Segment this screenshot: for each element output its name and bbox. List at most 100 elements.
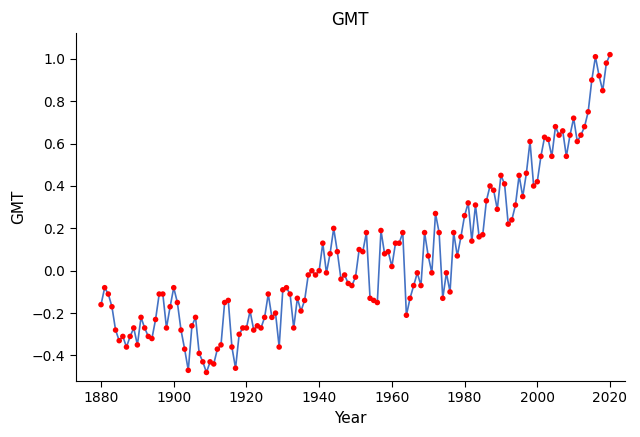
Point (172, 299, 182, 306)
Point (216, 341, 226, 348)
Point (445, 288, 455, 295)
Point (408, 282, 419, 289)
Point (601, 59, 611, 66)
Point (303, 271, 314, 278)
Point (456, 233, 466, 240)
Point (554, 132, 564, 139)
Point (252, 323, 262, 329)
Point (194, 350, 204, 357)
Point (237, 324, 248, 331)
Point (350, 274, 360, 281)
Point (463, 199, 474, 206)
Point (438, 295, 448, 302)
Point (205, 358, 215, 365)
Point (292, 295, 303, 302)
X-axis label: Year: Year (334, 411, 366, 426)
Point (441, 269, 451, 276)
Point (343, 280, 353, 287)
Point (557, 128, 568, 135)
Point (227, 343, 237, 350)
Point (362, 229, 372, 236)
Point (547, 153, 557, 160)
Point (510, 201, 520, 208)
Point (550, 123, 561, 130)
Point (543, 136, 554, 143)
Point (223, 297, 234, 304)
Point (354, 246, 364, 253)
Point (241, 324, 252, 331)
Point (525, 138, 535, 145)
Point (529, 183, 539, 190)
Point (259, 314, 269, 321)
Point (202, 369, 212, 376)
Point (565, 132, 575, 139)
Point (107, 303, 117, 310)
Point (369, 297, 379, 304)
Point (132, 341, 143, 348)
Point (427, 269, 437, 276)
Point (125, 333, 135, 340)
Point (521, 170, 531, 177)
Point (452, 253, 463, 260)
Point (118, 333, 128, 340)
Point (336, 276, 346, 283)
Point (419, 229, 429, 236)
Point (423, 253, 433, 260)
Point (183, 367, 193, 374)
Point (594, 72, 604, 79)
Point (474, 233, 484, 240)
Point (248, 326, 259, 333)
Point (245, 308, 255, 315)
Point (485, 183, 495, 190)
Point (220, 299, 230, 306)
Point (114, 337, 124, 344)
Point (165, 303, 175, 310)
Point (111, 326, 121, 333)
Point (405, 295, 415, 302)
Point (100, 284, 110, 291)
Point (401, 312, 412, 319)
Point (477, 231, 488, 238)
Point (587, 76, 597, 83)
Point (390, 240, 401, 247)
Point (328, 225, 339, 232)
Point (230, 365, 241, 372)
Point (147, 335, 157, 342)
Point (579, 123, 589, 130)
Point (467, 238, 477, 245)
Point (492, 206, 502, 213)
Point (380, 250, 390, 257)
Point (358, 248, 368, 255)
Point (507, 216, 517, 223)
Point (449, 229, 459, 236)
Point (576, 132, 586, 139)
Point (376, 227, 386, 234)
Point (150, 316, 161, 323)
Point (540, 134, 550, 141)
Point (209, 361, 219, 368)
Point (289, 324, 299, 331)
Point (282, 284, 292, 291)
Point (605, 51, 615, 58)
Point (470, 201, 481, 208)
Point (572, 138, 582, 145)
Point (129, 324, 139, 331)
Point (590, 53, 600, 60)
Point (412, 269, 422, 276)
Point (460, 212, 470, 219)
Point (234, 331, 244, 338)
Point (154, 291, 164, 298)
Point (300, 297, 310, 304)
Point (285, 291, 295, 298)
Point (499, 180, 509, 187)
Point (518, 193, 528, 200)
Point (198, 358, 208, 365)
Y-axis label: GMT: GMT (11, 190, 26, 224)
Point (274, 343, 284, 350)
Point (488, 187, 499, 194)
Point (568, 114, 579, 121)
Point (383, 248, 394, 255)
Point (387, 263, 397, 270)
Point (394, 240, 404, 247)
Point (187, 323, 197, 329)
